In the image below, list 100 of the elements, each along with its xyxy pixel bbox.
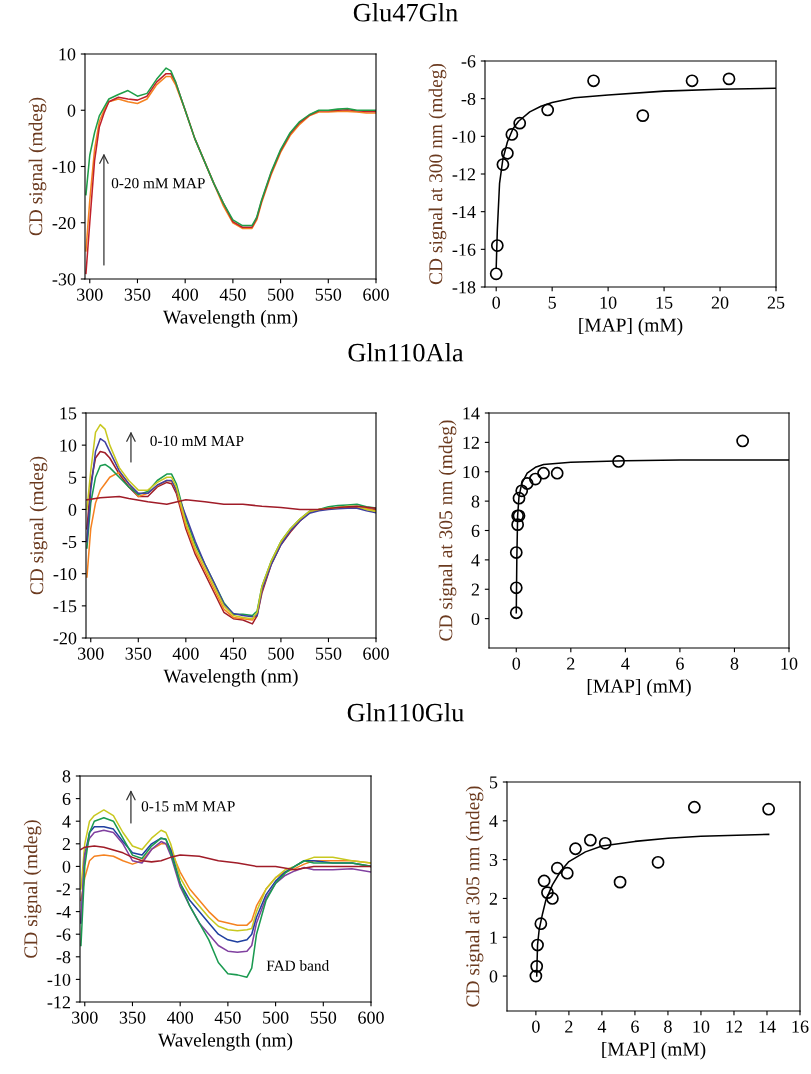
y-tick-label: -12	[452, 168, 475, 181]
y-tick-label: 8	[62, 770, 71, 783]
y-tick-label: -6	[56, 928, 71, 941]
x-tick-label: 500	[268, 288, 294, 301]
y-tick-label: 4	[489, 815, 498, 828]
x-tick-label: 20	[711, 296, 729, 309]
y-tick-label: 3	[489, 853, 498, 867]
x-tick-label: 15	[656, 296, 673, 309]
x-tick-label: 6	[676, 657, 684, 670]
y-axis-title: CD signal at 300 nm (mdeg)	[428, 63, 447, 285]
y-tick-label: 6	[62, 792, 71, 806]
x-tick-label: 500	[263, 1011, 289, 1024]
y-tick-label: 0	[471, 612, 480, 626]
x-axis-title: Wavelength (nm)	[163, 668, 298, 687]
annotation: 0-10 mM MAP	[150, 435, 244, 447]
y-tick-label: -2	[56, 883, 70, 896]
x-tick-label: 550	[310, 1011, 337, 1024]
y-tick-label: 12	[463, 436, 479, 449]
x-tick-label: 600	[363, 647, 389, 660]
x-tick-label: 5	[548, 296, 556, 309]
x-tick-label: 300	[78, 647, 104, 660]
x-tick-label: 600	[363, 288, 389, 301]
y-tick-label: 8	[471, 495, 480, 508]
y-tick-label: 0	[62, 860, 71, 873]
x-tick-label: 550	[315, 288, 342, 301]
x-axis-title: [MAP] (mM)	[587, 678, 691, 697]
y-tick-label: -8	[56, 951, 71, 964]
x-tick-label: 450	[214, 1011, 241, 1024]
annotation: FAD band	[266, 960, 330, 971]
x-tick-label: 500	[268, 647, 294, 660]
x-tick-label: 8	[664, 1020, 672, 1033]
x-tick-label: 600	[358, 1011, 384, 1024]
y-tick-label: 2	[471, 583, 479, 596]
x-axis-title: [MAP] (mM)	[602, 1041, 706, 1060]
y-tick-label: 1	[490, 931, 497, 944]
y-tick-label: 2	[489, 892, 497, 905]
x-tick-label: 6	[631, 1020, 639, 1033]
x-tick-label: 300	[72, 1011, 98, 1024]
y-tick-label: -30	[52, 273, 76, 286]
y-tick-label: -6	[461, 55, 476, 68]
y-tick-label: 0	[489, 970, 498, 983]
x-tick-label: 4	[597, 1020, 607, 1033]
y-tick-label: -20	[52, 217, 76, 230]
x-tick-label: 2	[565, 1020, 573, 1033]
x-tick-label: 350	[125, 647, 152, 660]
x-tick-label: 300	[77, 288, 103, 301]
x-tick-label: 550	[315, 647, 342, 660]
y-tick-label: 6	[471, 524, 480, 537]
x-tick-label: 10	[781, 657, 798, 670]
x-tick-label: 450	[219, 288, 246, 301]
y-tick-label: 5	[68, 471, 77, 484]
chart-title: Glu47Gln	[353, 3, 458, 22]
y-tick-label: -8	[461, 92, 476, 106]
x-tick-label: 25	[767, 296, 785, 309]
y-tick-label: 2	[62, 838, 70, 851]
x-axis-title: Wavelength (nm)	[163, 309, 298, 328]
x-tick-label: 450	[220, 647, 247, 660]
annotation: 0-15 mM MAP	[141, 801, 235, 812]
x-tick-label: 400	[166, 1011, 194, 1024]
y-tick-label: -5	[62, 536, 77, 549]
y-tick-label: -18	[452, 281, 476, 294]
x-tick-label: 10	[693, 1020, 710, 1033]
y-tick-label: -16	[452, 243, 476, 256]
x-tick-label: 4	[621, 657, 630, 670]
y-axis-title: CD signal at 305 nm (mdeg)	[465, 786, 484, 1007]
y-tick-label: 15	[60, 407, 77, 420]
y-tick-label: -10	[47, 973, 71, 986]
y-tick-label: 14	[463, 407, 480, 420]
y-tick-label: 10	[463, 466, 480, 479]
x-tick-label: 0	[532, 1020, 540, 1033]
x-tick-label: 8	[730, 657, 739, 670]
y-axis-title: CD signal at 305 nm (mdeg)	[438, 420, 457, 641]
x-tick-label: 400	[171, 288, 199, 301]
y-tick-label: 0	[67, 104, 76, 117]
y-tick-label: -10	[452, 130, 476, 143]
y-tick-label: -14	[452, 206, 476, 218]
x-tick-label: 0	[512, 657, 521, 670]
y-tick-label: -12	[47, 996, 70, 1009]
x-tick-label: 12	[726, 1020, 742, 1033]
x-tick-label: 350	[124, 288, 151, 301]
chart-title: Gln110Glu	[347, 703, 464, 722]
x-tick-label: 400	[172, 647, 199, 660]
y-axis-title: CD signal (mdeg)	[29, 456, 48, 595]
x-tick-label: 16	[792, 1020, 809, 1033]
x-tick-label: 2	[567, 657, 575, 670]
x-tick-label: 10	[600, 296, 617, 309]
y-tick-label: -10	[53, 567, 77, 581]
y-tick-label: -10	[52, 160, 76, 173]
annotation: 0-20 mM MAP	[111, 178, 205, 189]
y-tick-label: -4	[56, 905, 71, 918]
y-axis-title: CD signal (mdeg)	[23, 820, 42, 958]
y-tick-label: 10	[59, 48, 76, 61]
chart-title: Gln110Ala	[348, 343, 464, 362]
y-axis-title: CD signal (mdeg)	[28, 97, 47, 236]
x-tick-label: 350	[119, 1011, 146, 1024]
x-axis-title: Wavelength (nm)	[158, 1032, 293, 1051]
y-tick-label: 10	[60, 439, 77, 452]
y-tick-label: 0	[68, 503, 77, 516]
y-tick-label: 4	[62, 815, 71, 828]
x-tick-label: 14	[759, 1020, 776, 1033]
